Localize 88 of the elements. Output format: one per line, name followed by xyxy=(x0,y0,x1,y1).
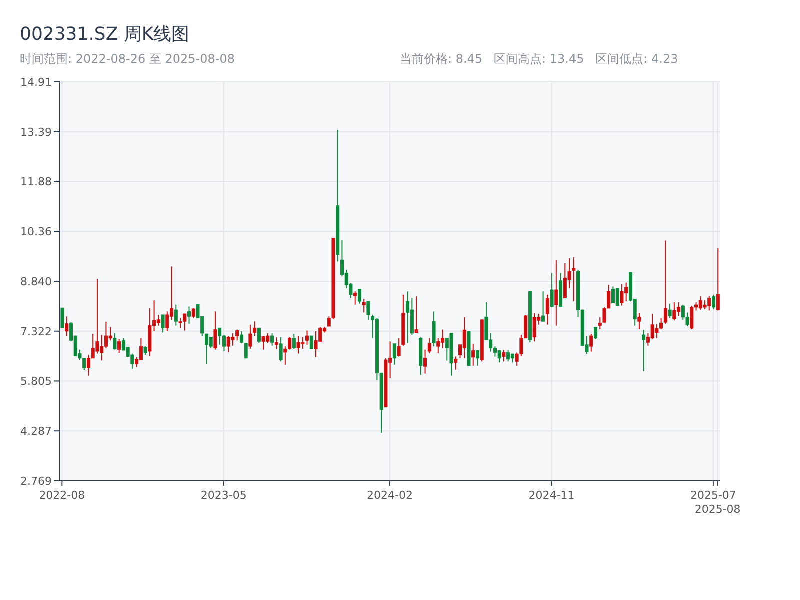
candlestick xyxy=(620,284,624,306)
candlestick xyxy=(354,291,358,306)
x-tick-label: 2024-02 xyxy=(367,489,413,502)
candlestick xyxy=(240,330,244,344)
candlestick xyxy=(139,338,143,361)
candlestick xyxy=(502,350,506,362)
x-tick-label: 2024-11 xyxy=(528,489,575,502)
candlestick xyxy=(397,338,401,358)
y-tick-label: 11.88 xyxy=(20,175,52,188)
candlestick xyxy=(257,328,261,344)
candlestick xyxy=(498,350,502,364)
candlestick xyxy=(279,336,283,362)
candlestick xyxy=(166,311,170,332)
candlestick xyxy=(188,306,192,324)
candlestick xyxy=(546,294,550,326)
candlestick xyxy=(65,316,69,337)
candlestick xyxy=(310,336,314,350)
candlestick xyxy=(554,260,558,326)
x-tick-label: 2025-07 xyxy=(690,489,736,502)
candlestick xyxy=(214,311,218,350)
candlestick xyxy=(248,324,252,350)
candlestick xyxy=(314,330,318,358)
candlestick xyxy=(424,349,428,374)
candlestick xyxy=(209,336,213,349)
candlestick xyxy=(432,311,436,348)
candlestick xyxy=(712,294,716,310)
candlestick xyxy=(366,301,370,320)
candlestick xyxy=(642,330,646,372)
candlestick xyxy=(472,343,476,366)
candlestick xyxy=(590,334,594,352)
candlestick xyxy=(362,298,366,314)
candlestick xyxy=(506,350,510,362)
candlestick xyxy=(392,343,396,366)
candlestick xyxy=(174,304,178,326)
candlestick xyxy=(306,330,310,346)
candlestick xyxy=(414,296,418,334)
candlestick xyxy=(428,338,432,354)
candlestick xyxy=(244,342,248,359)
candlestick xyxy=(96,278,100,354)
candlestick xyxy=(542,291,546,322)
x-tick-label: 2025-08 xyxy=(694,503,741,516)
candlestick xyxy=(236,329,240,342)
candlestick xyxy=(161,314,165,334)
candlestick xyxy=(113,332,117,350)
candlestick xyxy=(192,308,196,319)
candlestick xyxy=(218,328,222,346)
candlestick xyxy=(462,316,466,359)
candlestick xyxy=(532,312,536,342)
candlestick xyxy=(668,303,672,319)
candlestick xyxy=(572,256,576,302)
candlestick xyxy=(296,336,300,354)
candlestick xyxy=(598,316,602,330)
y-tick-label: 14.91 xyxy=(20,76,52,89)
y-tick-label: 2.769 xyxy=(20,474,52,488)
candlestick xyxy=(690,306,694,330)
candlestick xyxy=(253,321,257,337)
chart-subtitle: 时间范围: 2022-08-26 至 2025-08-08 xyxy=(20,51,235,68)
candlestick xyxy=(436,338,440,354)
candlestick xyxy=(616,288,620,306)
candlestick xyxy=(406,291,410,344)
text: 当前价格: 8.45 区间高点: 13.45 区间低点: 4.23 xyxy=(400,51,678,68)
candlestick xyxy=(358,288,362,304)
y-tick-label: 4.287 xyxy=(20,425,52,438)
candlestick xyxy=(270,332,274,346)
y-tick-label: 7.322 xyxy=(20,325,52,338)
chart-title: 002331.SZ 周K线图 xyxy=(20,23,190,46)
candlestick xyxy=(672,302,676,322)
candlestick xyxy=(231,332,235,346)
candlestick xyxy=(550,272,554,308)
candlestick xyxy=(60,308,64,329)
candlestick xyxy=(638,312,642,330)
candlestick xyxy=(716,248,720,312)
y-tick-label: 8.840 xyxy=(20,275,52,288)
candlestick xyxy=(594,326,598,340)
candlestick xyxy=(292,334,296,350)
candlestick xyxy=(454,356,458,370)
candlestick xyxy=(178,318,182,329)
y-tick-label: 10.36 xyxy=(20,225,52,238)
x-tick-label: 2023-05 xyxy=(200,489,247,502)
y-tick-label: 13.39 xyxy=(20,126,52,139)
candlestick xyxy=(118,338,122,354)
candlestick xyxy=(476,350,480,366)
candlestick xyxy=(664,240,668,324)
candlestick xyxy=(156,314,160,326)
candlestick xyxy=(274,336,278,350)
x-tick-label: 2022-08 xyxy=(39,489,86,502)
y-tick-label: 5.805 xyxy=(20,375,52,388)
candlestick xyxy=(410,298,414,336)
